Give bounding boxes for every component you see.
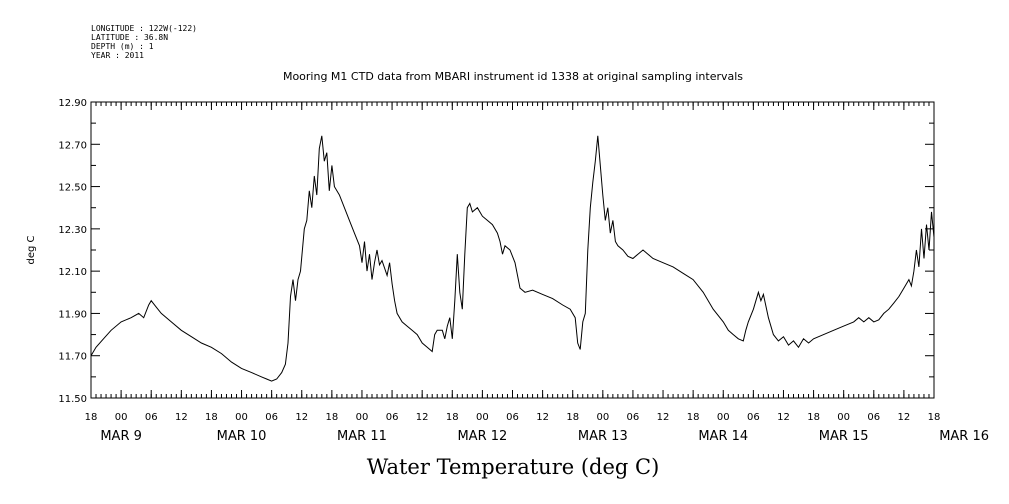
chart-caption: Water Temperature (deg C) [367, 455, 660, 479]
x-hour-label: 00 [476, 412, 489, 423]
x-day-label: MAR 14 [698, 429, 748, 444]
x-hour-label: 00 [235, 412, 248, 423]
x-hour-label: 12 [416, 412, 429, 423]
x-hour-label: 00 [115, 412, 128, 423]
x-hour-label: 18 [325, 412, 338, 423]
x-day-label: MAR 10 [217, 429, 267, 444]
x-hour-label: 00 [717, 412, 730, 423]
meta-year: YEAR : 2011 [91, 51, 144, 60]
chart-title: Mooring M1 CTD data from MBARI instrumen… [283, 70, 743, 83]
x-hour-label: 18 [687, 412, 700, 423]
x-hour-label: 06 [867, 412, 880, 423]
x-day-label: MAR 12 [457, 429, 507, 444]
y-tick-label: 12.90 [58, 98, 87, 109]
plot-frame [90, 101, 935, 399]
x-axis: 18 00 06 12 18 00 06 12 18 00 06 12 18 00 06 12 18 00 06 12… [85, 102, 989, 444]
y-axis: 11.50 11.70 11.90 12.10 12.30 12.50 12.70 12.90 [58, 98, 934, 405]
minor-ticks [90, 102, 935, 398]
y-tick-label: 12.10 [58, 267, 87, 278]
x-day-label: MAR 9 [100, 429, 142, 444]
y-tick-label: 11.70 [58, 352, 87, 363]
y-tick-label: 11.50 [58, 394, 87, 405]
x-hour-label: 06 [506, 412, 519, 423]
x-hour-label: 06 [627, 412, 640, 423]
x-hour-label: 18 [205, 412, 218, 423]
x-hour-label: 18 [566, 412, 579, 423]
y-tick-label: 12.70 [58, 140, 87, 151]
y-tick-label: 11.90 [58, 309, 87, 320]
x-hour-label: 12 [777, 412, 790, 423]
x-hour-label: 06 [386, 412, 399, 423]
x-day-label: MAR 16 [939, 429, 989, 444]
x-day-label: MAR 15 [819, 429, 869, 444]
x-hour-label: 00 [837, 412, 850, 423]
x-hour-label: 12 [657, 412, 670, 423]
x-hour-label: 18 [446, 412, 459, 423]
meta-latitude: LATITUDE : 36.8N [91, 33, 168, 42]
x-hour-label: 00 [596, 412, 609, 423]
x-hour-label: 00 [356, 412, 369, 423]
x-hour-label: 12 [175, 412, 188, 423]
temperature-series-line [90, 135, 935, 382]
x-hour-label: 18 [807, 412, 820, 423]
x-hour-label: 18 [928, 412, 941, 423]
y-tick-label: 12.50 [58, 183, 87, 194]
x-day-label: MAR 13 [578, 429, 628, 444]
x-day-label: MAR 11 [337, 429, 387, 444]
x-hour-label: 06 [145, 412, 158, 423]
meta-depth: DEPTH (m) : 1 [91, 42, 154, 51]
y-axis-label: deg C [26, 235, 37, 264]
x-hour-label: 06 [265, 412, 278, 423]
x-hour-label: 12 [295, 412, 308, 423]
x-hour-label: 12 [536, 412, 549, 423]
x-hour-label: 12 [898, 412, 911, 423]
x-hour-label: 06 [747, 412, 760, 423]
meta-longitude: LONGITUDE : 122W(-122) [91, 24, 197, 33]
x-hour-label: 18 [85, 412, 98, 423]
y-tick-label: 12.30 [58, 225, 87, 236]
